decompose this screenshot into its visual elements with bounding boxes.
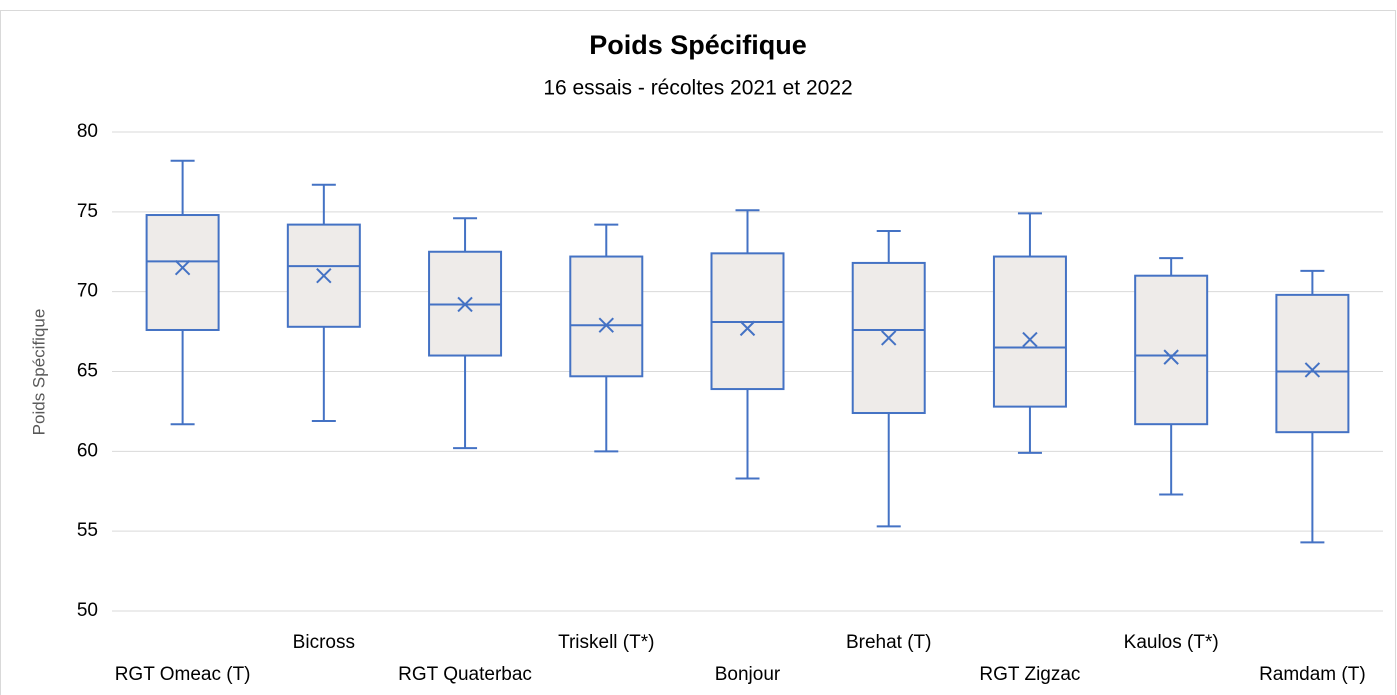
- box: [1275, 293, 1350, 434]
- box: [569, 255, 644, 378]
- mean-marker: [174, 260, 191, 276]
- y-axis-label: Poids Spécifique: [29, 309, 48, 436]
- x-tick-label: RGT Zigzac: [979, 664, 1080, 685]
- y-tick-label: 55: [77, 520, 98, 541]
- x-tick-label: Ramdam (T): [1259, 664, 1366, 685]
- y-tick-label: 65: [77, 361, 98, 382]
- mean-marker: [739, 320, 756, 337]
- x-tick-label: Kaulos (T*): [1124, 632, 1219, 653]
- box: [992, 255, 1067, 408]
- box: [145, 214, 220, 331]
- y-tick-label: 75: [77, 201, 98, 222]
- y-tick-label: 70: [77, 281, 98, 302]
- mean-marker: [1163, 349, 1179, 365]
- x-tick-label: RGT Quaterbac: [398, 664, 532, 685]
- mean-marker: [598, 317, 614, 333]
- y-tick-label: 80: [77, 121, 98, 142]
- mean-marker: [881, 330, 897, 346]
- x-tick-label: Brehat (T): [846, 632, 932, 653]
- mean-marker: [316, 267, 332, 284]
- mean-marker: [1304, 362, 1321, 378]
- x-tick-label: RGT Omeac (T): [115, 664, 251, 685]
- y-tick-label: 50: [77, 600, 98, 621]
- mean-marker: [1022, 331, 1038, 348]
- x-tick-label: Triskell (T*): [558, 632, 654, 653]
- box: [1134, 274, 1209, 426]
- mean-marker: [457, 296, 473, 313]
- y-tick-label: 60: [77, 440, 98, 461]
- x-tick-label: Bicross: [293, 632, 355, 653]
- chart-subtitle: 16 essais - récoltes 2021 et 2022: [543, 77, 852, 100]
- chart-title: Poids Spécifique: [589, 30, 807, 60]
- x-tick-label: Bonjour: [715, 664, 781, 685]
